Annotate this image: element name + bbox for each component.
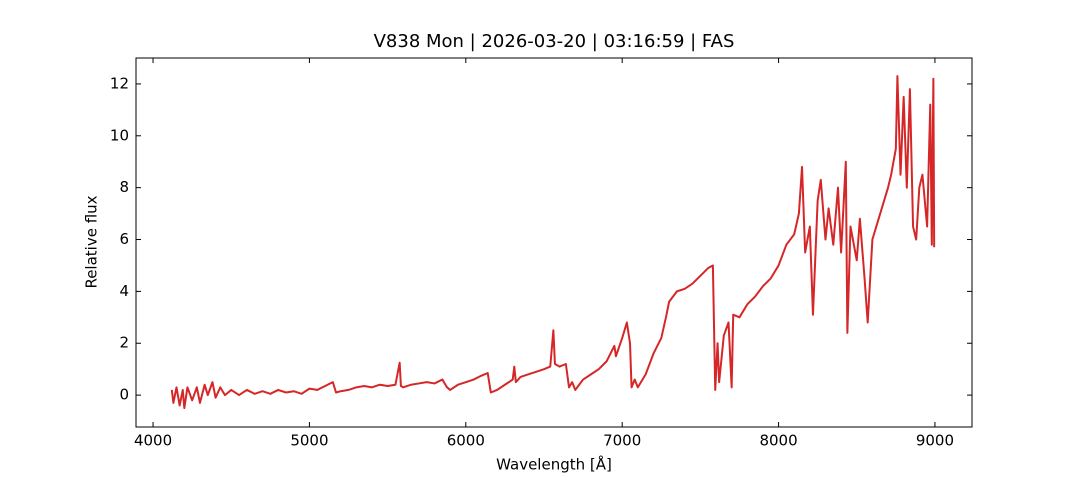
y-tick-label: 8	[119, 178, 129, 196]
x-tick-label: 9000	[916, 432, 954, 450]
x-tick-label: 4000	[134, 432, 172, 450]
x-tick-label: 8000	[759, 432, 797, 450]
x-axis-label: Wavelength [Å]	[496, 455, 612, 474]
y-tick-label: 0	[119, 386, 129, 404]
x-tick-label: 6000	[447, 432, 485, 450]
chart-title: V838 Mon | 2026-03-20 | 03:16:59 | FAS	[374, 31, 735, 52]
spectrum-line	[170, 75, 936, 410]
x-tick-label: 5000	[290, 432, 328, 450]
y-axis-label: Relative flux	[83, 195, 101, 288]
x-tick-label: 7000	[603, 432, 641, 450]
y-tick-label: 4	[119, 282, 129, 300]
y-tick-label: 12	[110, 74, 129, 92]
y-tick-label: 2	[119, 334, 129, 352]
y-tick-label: 10	[110, 126, 129, 144]
y-tick-label: 6	[119, 230, 129, 248]
plot-frame	[135, 57, 973, 428]
